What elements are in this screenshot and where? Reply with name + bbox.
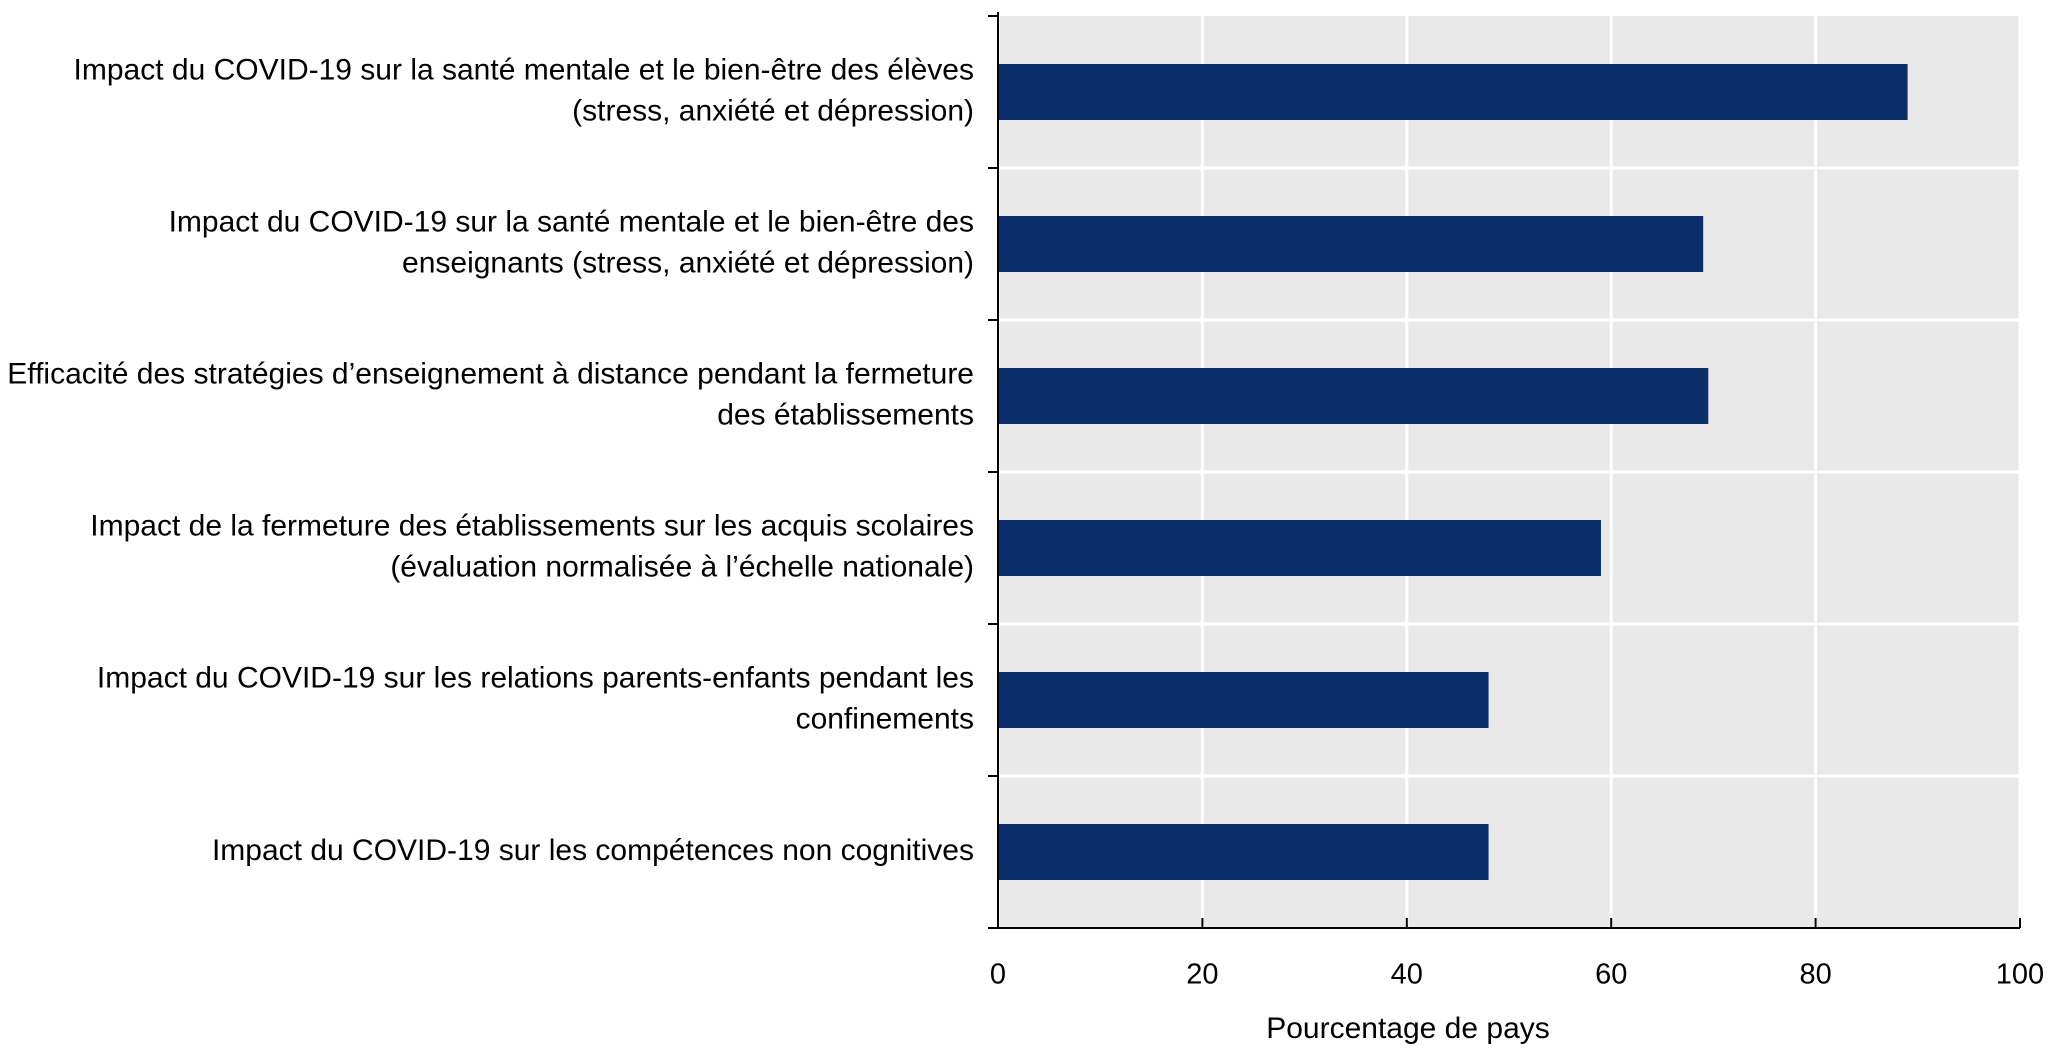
y-tick-label: enseignants (stress, anxiété et dépressi… (402, 246, 974, 279)
y-tick-label: confinements (796, 702, 974, 735)
bar (998, 520, 1601, 576)
y-tick-label: Efficacité des stratégies d’enseignement… (7, 357, 974, 390)
y-tick-label: Impact du COVID-19 sur la santé mentale … (74, 53, 974, 86)
y-tick-label: des établissements (717, 398, 974, 431)
bar (998, 216, 1704, 272)
x-axis-title: Pourcentage de pays (1266, 1012, 1550, 1045)
bar (998, 672, 1489, 728)
bar (998, 64, 1908, 120)
y-tick-label: Impact du COVID-19 sur les relations par… (97, 661, 974, 694)
x-tick-label: 100 (1996, 959, 2044, 991)
x-tick-label: 20 (1186, 959, 1218, 991)
x-tick-label: 80 (1799, 959, 1831, 991)
y-tick-label: (évaluation normalisée à l’échelle natio… (390, 550, 974, 583)
x-tick-label: 0 (990, 959, 1006, 991)
x-tick-label: 60 (1595, 959, 1627, 991)
y-tick-label: Impact du COVID-19 sur la santé mentale … (169, 205, 974, 238)
y-tick-label: (stress, anxiété et dépression) (572, 94, 974, 127)
bar (998, 368, 1709, 424)
y-tick-label: Impact de la fermeture des établissement… (90, 509, 974, 542)
bar (998, 824, 1489, 880)
x-tick-label: 40 (1391, 959, 1423, 991)
y-tick-label: Impact du COVID-19 sur les compétences n… (212, 834, 974, 867)
